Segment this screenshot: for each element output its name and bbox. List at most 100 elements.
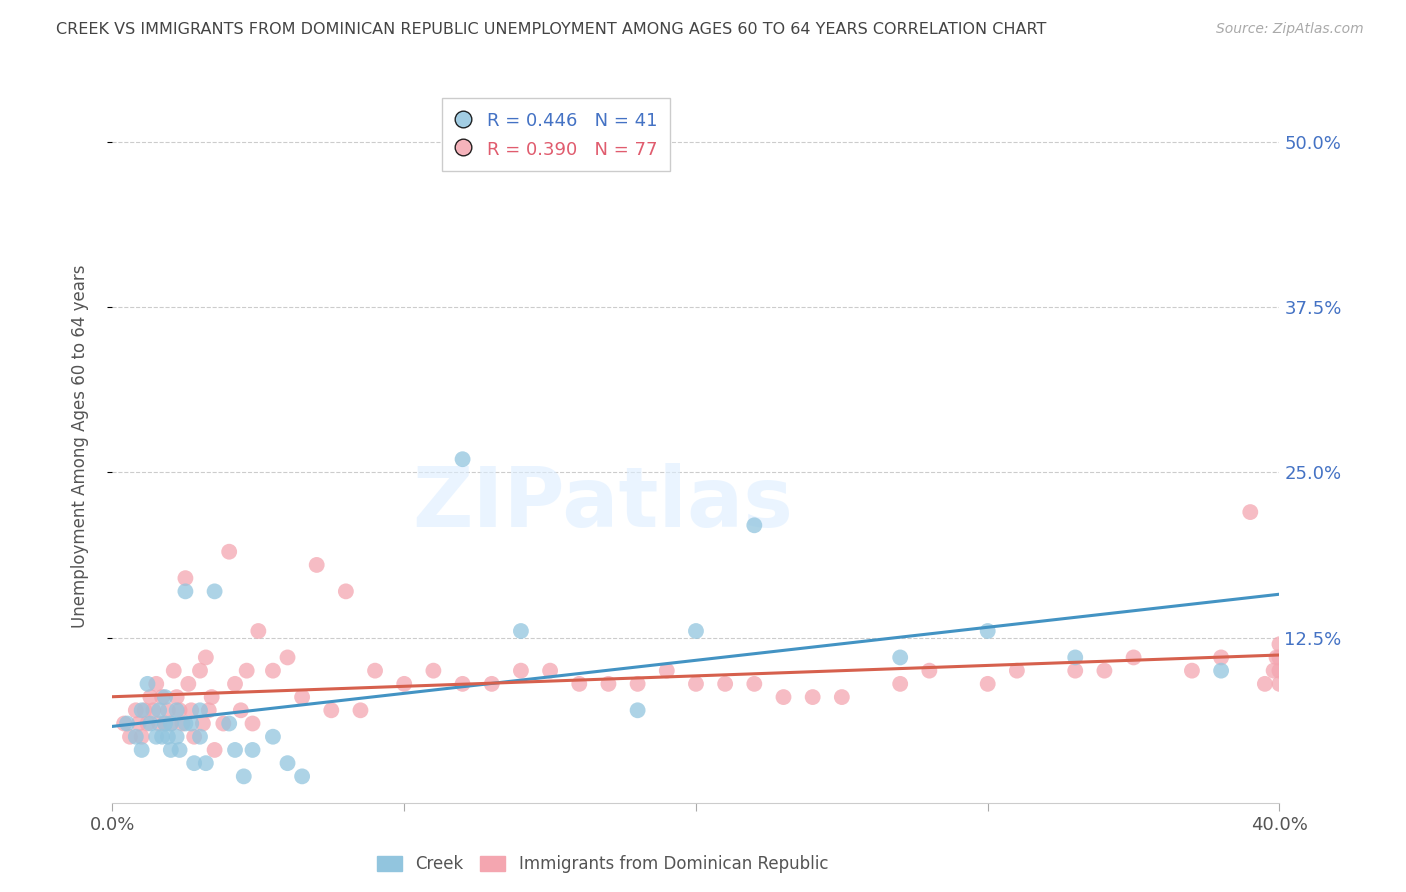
- Point: [197, 703, 219, 717]
- Point: [626, 703, 648, 717]
- Point: [139, 690, 162, 704]
- Point: [918, 664, 941, 678]
- Point: [685, 677, 707, 691]
- Point: [831, 690, 853, 704]
- Point: [235, 664, 257, 678]
- Point: [194, 650, 217, 665]
- Point: [166, 730, 188, 744]
- Point: [1239, 505, 1261, 519]
- Point: [125, 730, 148, 744]
- Point: [291, 769, 314, 783]
- Point: [1263, 664, 1285, 678]
- Point: [112, 716, 135, 731]
- Point: [150, 690, 173, 704]
- Point: [183, 730, 205, 744]
- Point: [242, 743, 264, 757]
- Point: [142, 703, 165, 717]
- Point: [247, 624, 270, 638]
- Point: [742, 677, 765, 691]
- Point: [156, 730, 179, 744]
- Point: [1268, 650, 1291, 665]
- Point: [156, 703, 179, 717]
- Point: [174, 584, 197, 599]
- Point: [1268, 664, 1291, 678]
- Point: [194, 756, 217, 771]
- Point: [160, 716, 183, 731]
- Legend: Creek, Immigrants from Dominican Republic: Creek, Immigrants from Dominican Republi…: [370, 849, 835, 880]
- Point: [1268, 637, 1291, 651]
- Point: [685, 624, 707, 638]
- Point: [1064, 664, 1087, 678]
- Point: [364, 664, 387, 678]
- Point: [889, 650, 911, 665]
- Point: [772, 690, 794, 704]
- Point: [1064, 650, 1087, 665]
- Point: [145, 677, 167, 691]
- Point: [148, 716, 170, 731]
- Point: [1122, 650, 1144, 665]
- Point: [976, 624, 998, 638]
- Point: [889, 677, 911, 691]
- Point: [291, 690, 314, 704]
- Point: [1268, 677, 1291, 691]
- Point: [451, 677, 474, 691]
- Point: [224, 743, 246, 757]
- Point: [131, 730, 153, 744]
- Point: [139, 716, 162, 731]
- Point: [183, 756, 205, 771]
- Point: [174, 716, 197, 731]
- Point: [166, 703, 188, 717]
- Point: [131, 743, 153, 757]
- Text: CREEK VS IMMIGRANTS FROM DOMINICAN REPUBLIC UNEMPLOYMENT AMONG AGES 60 TO 64 YEA: CREEK VS IMMIGRANTS FROM DOMINICAN REPUB…: [56, 22, 1046, 37]
- Point: [166, 690, 188, 704]
- Point: [976, 677, 998, 691]
- Point: [169, 703, 191, 717]
- Point: [349, 703, 371, 717]
- Point: [153, 716, 176, 731]
- Point: [204, 743, 226, 757]
- Point: [1005, 664, 1028, 678]
- Point: [188, 730, 211, 744]
- Point: [1265, 650, 1288, 665]
- Point: [1254, 677, 1277, 691]
- Point: [262, 664, 284, 678]
- Point: [422, 664, 444, 678]
- Point: [509, 624, 531, 638]
- Point: [134, 703, 156, 717]
- Point: [335, 584, 357, 599]
- Y-axis label: Unemployment Among Ages 60 to 64 years: Unemployment Among Ages 60 to 64 years: [70, 264, 89, 628]
- Point: [262, 730, 284, 744]
- Point: [150, 730, 173, 744]
- Point: [125, 703, 148, 717]
- Point: [148, 703, 170, 717]
- Point: [598, 677, 620, 691]
- Point: [538, 664, 561, 678]
- Point: [145, 730, 167, 744]
- Point: [160, 716, 183, 731]
- Point: [169, 743, 191, 757]
- Point: [305, 558, 328, 572]
- Point: [568, 677, 591, 691]
- Point: [229, 703, 252, 717]
- Text: ZIPatlas: ZIPatlas: [412, 463, 793, 543]
- Text: Source: ZipAtlas.com: Source: ZipAtlas.com: [1216, 22, 1364, 37]
- Point: [742, 518, 765, 533]
- Point: [224, 677, 246, 691]
- Point: [180, 703, 202, 717]
- Point: [714, 677, 737, 691]
- Point: [172, 716, 194, 731]
- Point: [188, 664, 211, 678]
- Point: [136, 716, 159, 731]
- Point: [201, 690, 224, 704]
- Point: [218, 716, 240, 731]
- Point: [451, 452, 474, 467]
- Point: [153, 716, 176, 731]
- Point: [212, 716, 235, 731]
- Point: [191, 716, 214, 731]
- Point: [276, 650, 298, 665]
- Point: [177, 677, 200, 691]
- Point: [509, 664, 531, 678]
- Point: [188, 703, 211, 717]
- Point: [626, 677, 648, 691]
- Point: [392, 677, 416, 691]
